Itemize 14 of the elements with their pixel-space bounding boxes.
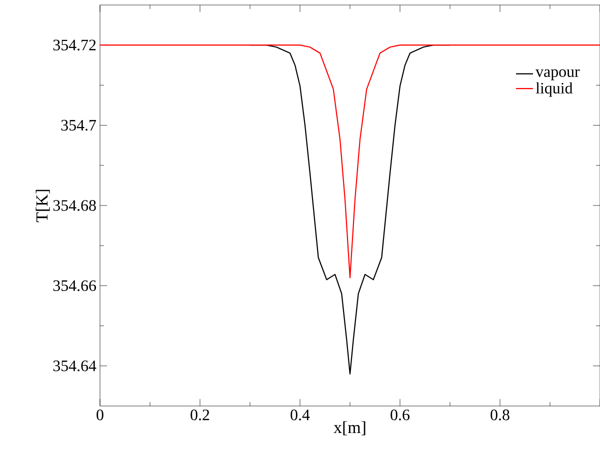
x-tick-label: 0 [96,410,104,420]
y-tick-label: 354.68 [53,200,96,211]
y-tick-label: 354.72 [53,40,96,50]
x-tick-label: 0.4 [290,410,310,420]
y-axis-title: T[K] [36,190,50,222]
x-tick-label: 0.8 [490,410,510,420]
x-tick-label: 0.2 [190,410,210,420]
y-tick-label: 354.66 [53,280,96,292]
y-tick-label: 354.7 [61,120,96,131]
legend-label: liquid [536,82,573,97]
x-tick-label: 0.6 [390,410,410,420]
x-axis-title: x[m] [334,421,366,436]
y-tick-label: 354.64 [53,360,96,372]
legend-label: vapour [536,69,580,80]
